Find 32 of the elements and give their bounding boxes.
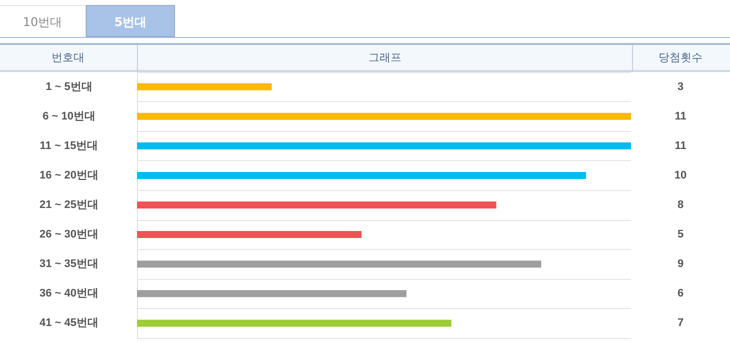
bar xyxy=(137,290,406,298)
y-axis-title: 번호대 xyxy=(50,50,86,66)
data-label: 6 xyxy=(677,288,684,300)
y-tick-label: 6 ~ 10번대 xyxy=(42,110,96,122)
bar xyxy=(137,172,586,179)
data-label: 5 xyxy=(677,228,684,241)
data-label: 10 xyxy=(674,169,687,182)
y-tick-label: 36 ~ 40번대 xyxy=(39,288,99,300)
data-label: 9 xyxy=(677,258,684,270)
y-tick-label: 11 ~ 15번대 xyxy=(40,140,98,152)
bar xyxy=(137,112,631,120)
bar xyxy=(137,320,452,327)
data-label: 11 xyxy=(674,110,686,122)
bar xyxy=(137,231,362,238)
chart-title: 그래프 xyxy=(137,45,633,72)
y-tick-label: 16 ~ 20번대 xyxy=(39,169,99,182)
y-tick-label: 1 ~ 5번대 xyxy=(46,80,92,93)
text: 10번대 xyxy=(0,5,86,37)
y-tick-label: 41 ~ 45번대 xyxy=(39,317,99,330)
data-label: 8 xyxy=(677,199,684,211)
bar xyxy=(137,202,496,208)
data-label: 3 xyxy=(677,80,684,93)
bar xyxy=(137,260,542,268)
text: 5번대 xyxy=(86,5,175,37)
bar xyxy=(137,142,631,150)
y-tick-label: 21 ~ 25번대 xyxy=(39,199,99,211)
y-tick-label: 31 ~ 35번대 xyxy=(39,258,99,270)
bar xyxy=(137,83,272,90)
data-label: 11 xyxy=(674,140,686,152)
y-tick-label: 26 ~ 30번대 xyxy=(39,228,99,241)
data-label: 7 xyxy=(677,317,684,330)
x-axis-title: 당첨횟수 xyxy=(658,50,704,66)
